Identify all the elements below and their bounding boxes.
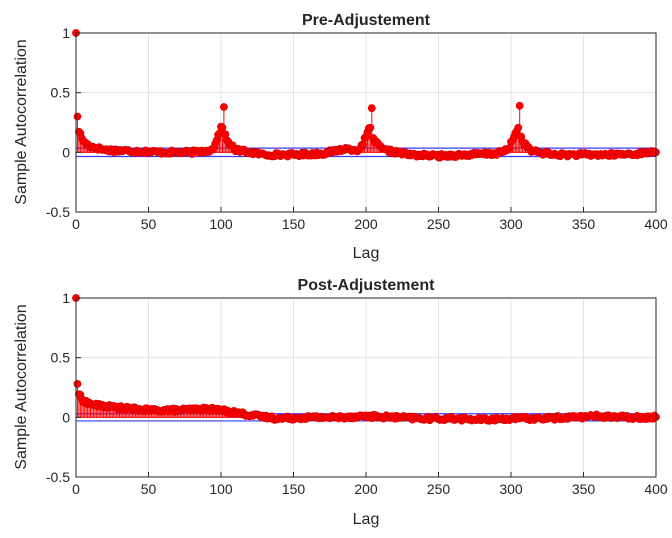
x-tick-label: 0 — [72, 481, 80, 497]
markers — [72, 294, 660, 425]
x-tick-label: 400 — [644, 481, 668, 497]
stem-marker — [73, 380, 82, 388]
x-tick-label: 300 — [499, 481, 523, 497]
y-tick-label: 0 — [62, 144, 70, 160]
stem-marker — [515, 101, 524, 110]
y-tick-labels: -0.5 0 0.5 1 — [46, 25, 81, 220]
x-tick-label: 0 — [72, 216, 80, 232]
y-tick-label: 1 — [62, 25, 70, 41]
x-tick-label: 200 — [354, 216, 378, 232]
x-tick-labels: 0 50 100 150 200 250 300 350 400 — [72, 472, 668, 497]
stem-marker — [366, 123, 375, 132]
stem-marker — [219, 103, 228, 111]
x-tick-label: 350 — [572, 216, 596, 232]
x-tick-label: 250 — [427, 216, 451, 232]
markers — [72, 29, 660, 162]
x-axis-label: Lag — [353, 511, 380, 528]
y-tick-label: 0 — [62, 409, 70, 425]
y-tick-label: 1 — [62, 290, 70, 306]
x-tick-label: 100 — [209, 481, 233, 497]
x-tick-label: 50 — [141, 216, 157, 232]
x-tick-label: 50 — [141, 481, 157, 497]
x-tick-label: 200 — [354, 481, 378, 497]
x-tick-label: 400 — [644, 216, 668, 232]
x-tick-label: 350 — [572, 481, 596, 497]
stem-marker — [73, 112, 82, 121]
y-tick-label: 0.5 — [51, 350, 71, 366]
chart-title: Post-Adjustement — [298, 277, 436, 294]
x-tick-label: 100 — [209, 216, 233, 232]
y-axis-label: Sample Autocorrelation — [13, 39, 30, 204]
pre-adjustment-panel: 0 50 100 150 200 250 300 350 400 -0.500.51 Pre-A… — [13, 12, 668, 262]
stem-marker — [218, 123, 227, 132]
y-tick-labels: -0.5 0 0.5 1 — [46, 290, 81, 485]
x-axis-label: Lag — [353, 245, 380, 262]
y-tick-label: -0.5 — [46, 204, 70, 220]
x-tick-labels: 0 50 100 150 200 250 300 350 400 — [72, 207, 668, 232]
post-adjustment-panel: 0 50 100 150 200 250 300 350 400 -0.500.51 Post-… — [13, 277, 668, 528]
chart-title: Pre-Adjustement — [302, 12, 431, 29]
x-tick-label: 300 — [499, 216, 523, 232]
stem-marker — [367, 104, 376, 113]
stem-marker — [359, 140, 367, 149]
stem-marker — [505, 144, 514, 153]
x-tick-label: 150 — [282, 216, 306, 232]
stem-marker — [514, 123, 523, 132]
y-tick-label: 0.5 — [51, 85, 71, 101]
y-axis-label: Sample Autocorrelation — [13, 304, 30, 469]
x-tick-label: 150 — [282, 481, 306, 497]
x-tick-label: 250 — [427, 481, 451, 497]
y-tick-label: -0.5 — [46, 469, 70, 485]
